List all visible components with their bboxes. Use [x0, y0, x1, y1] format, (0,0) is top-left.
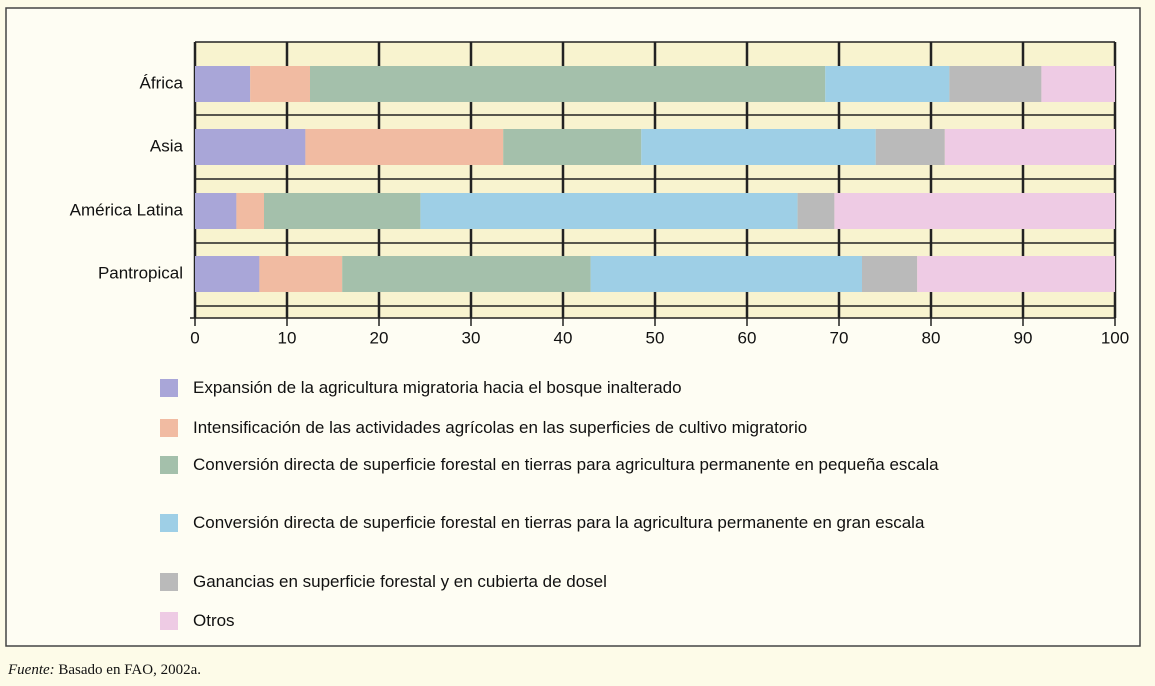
- legend-swatch: [160, 573, 178, 591]
- legend-swatch: [160, 419, 178, 437]
- legend-item: Ganancias en superficie forestal y en cu…: [160, 571, 1073, 592]
- bar-segment: [834, 193, 1115, 229]
- source-text: Basado en FAO, 2002a.: [58, 662, 202, 678]
- legend-label: Ganancias en superficie forestal y en cu…: [193, 572, 607, 591]
- x-tick-label: 60: [738, 328, 757, 347]
- x-tick-label: 70: [830, 328, 849, 347]
- x-tick-label: 20: [370, 328, 389, 347]
- bar-segment: [590, 256, 862, 292]
- bar-segment: [236, 193, 264, 229]
- category-label: América Latina: [70, 200, 184, 219]
- bar-segment: [1041, 66, 1115, 102]
- legend-label: Conversión directa de superficie foresta…: [193, 455, 939, 474]
- legend-item: Otros: [160, 610, 1073, 631]
- legend-swatch: [160, 514, 178, 532]
- bar-segment: [195, 66, 251, 102]
- x-tick-label: 40: [554, 328, 573, 347]
- source: Fuente: Basado en FAO, 2002a.: [8, 662, 201, 679]
- bar-segment: [797, 193, 835, 229]
- bar-segment: [875, 129, 945, 165]
- x-tick-label: 100: [1101, 328, 1129, 347]
- bar-segment: [310, 66, 826, 102]
- legend-item: Intensificación de las actividades agríc…: [160, 417, 1073, 438]
- x-tick-label: 30: [462, 328, 481, 347]
- x-tick-label: 50: [646, 328, 665, 347]
- x-tick-label: 10: [278, 328, 297, 347]
- bar-segment: [264, 193, 421, 229]
- legend-item: Expansión de la agricultura migratoria h…: [160, 377, 1073, 398]
- category-label: Pantropical: [98, 263, 183, 282]
- legend-item: Conversión directa de superficie foresta…: [160, 512, 1073, 533]
- legend-label: Expansión de la agricultura migratoria h…: [193, 378, 682, 397]
- x-tick-label: 90: [1014, 328, 1033, 347]
- legend-label: Conversión directa de superficie foresta…: [193, 513, 925, 532]
- bar-segment: [195, 193, 237, 229]
- bar-segment: [195, 129, 306, 165]
- bar-segment: [825, 66, 950, 102]
- x-tick-label: 80: [922, 328, 941, 347]
- x-tick-label: 0: [190, 328, 199, 347]
- category-label: África: [140, 73, 184, 92]
- bar-segment: [862, 256, 918, 292]
- bar-segment: [259, 256, 343, 292]
- category-label: Asia: [150, 136, 184, 155]
- bar-segment: [195, 256, 260, 292]
- legend-swatch: [160, 379, 178, 397]
- bar-segment: [503, 129, 642, 165]
- bar-segment: [641, 129, 876, 165]
- legend-label: Intensificación de las actividades agríc…: [193, 418, 808, 437]
- bar-segment: [420, 193, 798, 229]
- legend-item: Conversión directa de superficie foresta…: [160, 454, 1073, 475]
- bar-segment: [949, 66, 1042, 102]
- legend-swatch: [160, 612, 178, 630]
- source-label: Fuente:: [8, 662, 55, 678]
- bar-segment: [944, 129, 1115, 165]
- bar-segment: [342, 256, 591, 292]
- legend-swatch: [160, 456, 178, 474]
- bar-segment: [305, 129, 504, 165]
- bar-segment: [250, 66, 310, 102]
- bar-segment: [917, 256, 1115, 292]
- legend-label: Otros: [193, 611, 235, 630]
